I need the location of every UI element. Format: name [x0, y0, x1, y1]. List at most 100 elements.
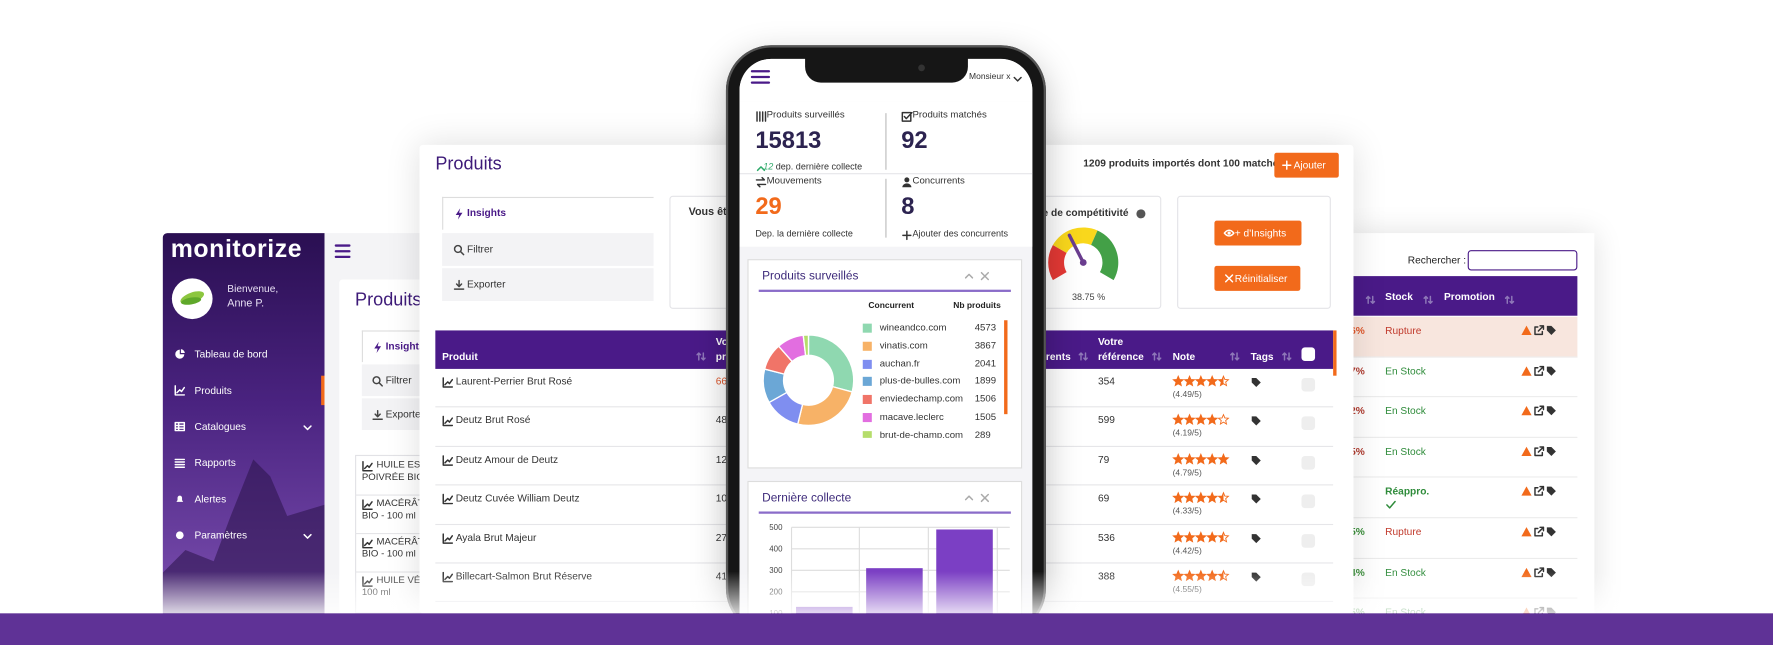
icon-shape [1282, 160, 1292, 170]
select-all[interactable] [1301, 347, 1316, 361]
add-button[interactable]: Ajouter [1274, 152, 1339, 178]
icon-shape [453, 279, 465, 290]
star [1206, 413, 1219, 426]
product-name[interactable]: Deutz Cuvée William Deutz [455, 492, 580, 504]
price: 48 [715, 414, 728, 426]
table-row [1345, 316, 1578, 358]
icon [1534, 325, 1545, 336]
action-button[interactable]: Réinitialiser [1214, 265, 1301, 291]
tab[interactable] [442, 196, 654, 230]
menu-item[interactable]: Produits [194, 384, 232, 397]
icon [964, 273, 974, 279]
icon [1251, 416, 1261, 426]
icon-shape [756, 111, 767, 122]
menu-item[interactable]: Paramètres [194, 529, 248, 541]
product-name[interactable]: Deutz Brut Rosé [455, 414, 531, 426]
row-checkbox[interactable] [1301, 416, 1316, 431]
icon-shape [455, 208, 463, 220]
icon [1251, 377, 1261, 388]
stat-action[interactable]: Ajouter des concurrents [912, 228, 1009, 239]
rating [1172, 374, 1230, 387]
icon [1282, 352, 1292, 361]
icon-shape [374, 341, 382, 354]
icon [175, 349, 185, 359]
stat-value: 15813 [755, 127, 822, 154]
tab-label: Exporter [385, 408, 425, 420]
y-tick-label: 400 [769, 545, 783, 554]
icon-shape [1013, 76, 1022, 82]
card-title: ce de compétitivité [1036, 207, 1129, 219]
icon [964, 495, 974, 501]
icon-shape [1521, 406, 1532, 416]
product-name[interactable]: Laurent-Perrier Brut Rosé [455, 375, 573, 388]
icon [1230, 352, 1240, 361]
icon [1521, 365, 1532, 376]
stat-label: Produits matchés [912, 108, 987, 120]
menu-item[interactable]: Catalogues [194, 420, 246, 433]
search-input[interactable] [1467, 250, 1578, 271]
rating-label: (4.49/5) [1172, 389, 1202, 400]
legend-value: 3867 [974, 339, 997, 351]
column-header: Promotion [1443, 290, 1495, 303]
donut [762, 334, 855, 427]
page-title: Produits [435, 155, 502, 175]
icon [1546, 366, 1556, 376]
menu-item[interactable]: Alertes [194, 493, 227, 505]
rating-label: (4.33/5) [1172, 506, 1202, 517]
product-name[interactable]: Ayala Brut Majeur [455, 531, 537, 543]
star [1183, 413, 1196, 426]
icon-shape [177, 533, 182, 538]
title-rule [758, 511, 1011, 514]
tab[interactable] [442, 232, 654, 266]
icon [362, 499, 373, 510]
row-checkbox[interactable] [1301, 455, 1316, 470]
right-panel: Rechercher : Stock Promotion 6% Rupture 7% En … [1345, 233, 1595, 640]
menu-item[interactable]: Rapports [194, 457, 236, 469]
icon-shape [980, 493, 990, 503]
icon [1365, 295, 1376, 305]
icon [1251, 494, 1261, 504]
icon [1078, 352, 1088, 361]
icon-shape [175, 531, 184, 540]
icon [1546, 325, 1556, 335]
icon-shape [1521, 527, 1532, 537]
divider [885, 178, 887, 238]
legend-name: macave.leclerc [879, 410, 944, 423]
logo: monitorize [170, 234, 303, 263]
icon-shape [1546, 527, 1556, 537]
welcome: Bienvenue, [227, 282, 279, 295]
menu-bar [334, 244, 351, 248]
star [1194, 491, 1207, 504]
icon-shape [1251, 377, 1261, 388]
user-menu[interactable]: Monsieur x [969, 71, 1011, 82]
donut-slice [807, 334, 855, 393]
icon-shape [902, 183, 912, 188]
action-button[interactable]: + d'Insights [1214, 220, 1302, 246]
icon-shape [755, 176, 767, 188]
icon [372, 410, 383, 420]
tab[interactable] [442, 268, 654, 302]
legend-swatch [862, 430, 872, 438]
rating-stars [1172, 452, 1230, 465]
stock-status: Réappro. [1385, 485, 1430, 498]
star [1183, 530, 1196, 543]
icon [362, 460, 373, 472]
price: 10 [715, 492, 728, 504]
menu-item[interactable]: Tableau de bord [194, 348, 268, 360]
icon [442, 532, 454, 544]
column-header: Concurrent [868, 299, 915, 311]
legend-name: brut-de-champ.com [879, 428, 964, 438]
button-label: Ajouter [1293, 158, 1326, 171]
icon [980, 271, 990, 281]
icon-shape [1521, 446, 1532, 456]
row-checkbox[interactable] [1301, 494, 1316, 509]
stat-note: dep. dernière collecte [775, 161, 863, 173]
column-header: Vo [715, 336, 729, 348]
row-checkbox[interactable] [1301, 533, 1316, 548]
row-checkbox[interactable] [1301, 377, 1316, 392]
icon [1251, 533, 1261, 543]
phone: Monsieur x Produits surveillés 15813 Produi… [725, 45, 1046, 634]
icon [442, 493, 454, 505]
product-name[interactable]: Deutz Amour de Deutz [455, 453, 559, 465]
scrollbar [1004, 320, 1007, 415]
